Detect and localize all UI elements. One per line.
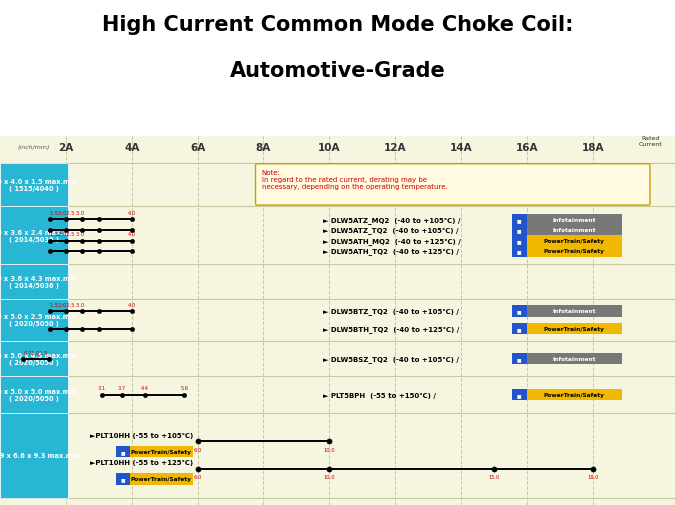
Text: ► DLW5BTZ_TQ2  (-40 to +105℃) /: ► DLW5BTZ_TQ2 (-40 to +105℃) /: [323, 308, 458, 315]
Text: 2A: 2A: [58, 143, 74, 153]
Text: 3.7: 3.7: [117, 385, 126, 390]
Bar: [512, 354, 527, 365]
Text: 14A: 14A: [450, 143, 472, 153]
Text: 3.1: 3.1: [98, 385, 106, 390]
Bar: [512, 246, 527, 257]
Bar: [512, 235, 527, 247]
Text: Rated
Current: Rated Current: [639, 136, 663, 146]
Text: Infotainment: Infotainment: [553, 218, 596, 222]
Text: 5.0 x 3.6 x 4.3 max.mm
( 2014/5036 ): 5.0 x 3.6 x 4.3 max.mm ( 2014/5036 ): [0, 275, 77, 288]
Text: ► DLW5BSZ_TQ2  (-40 to +105℃) /: ► DLW5BSZ_TQ2 (-40 to +105℃) /: [323, 356, 458, 363]
Text: Infotainment: Infotainment: [553, 228, 596, 233]
Text: 12A: 12A: [384, 143, 406, 153]
Text: 12.9 x 6.6 x 9.3 max.mm: 12.9 x 6.6 x 9.3 max.mm: [0, 452, 80, 459]
Text: 18.0: 18.0: [587, 475, 599, 480]
Text: 15.0: 15.0: [488, 475, 500, 480]
Text: 10.0: 10.0: [323, 475, 335, 480]
Text: Automotive-Grade: Automotive-Grade: [230, 61, 446, 81]
Text: PowerTrain/Safety: PowerTrain/Safety: [544, 238, 605, 243]
Bar: [512, 214, 527, 226]
Bar: [0, 377, 68, 413]
Text: 5.6: 5.6: [180, 385, 188, 390]
Bar: [526, 225, 622, 236]
Text: High Current Common Mode Choke Coil:: High Current Common Mode Choke Coil:: [102, 15, 573, 35]
Text: Infotainment: Infotainment: [553, 357, 596, 362]
Bar: [0, 265, 68, 299]
Text: 5.0 x 5.0 x 2.5 max.mm
( 2020/5050 ): 5.0 x 5.0 x 2.5 max.mm ( 2020/5050 ): [0, 314, 77, 327]
Text: ■: ■: [517, 357, 522, 362]
Text: PowerTrain/Safety: PowerTrain/Safety: [544, 249, 605, 254]
Bar: [512, 389, 527, 400]
Bar: [0, 164, 68, 207]
Bar: [116, 473, 130, 485]
Text: ► DLW5ATZ_MQ2  (-40 to +105℃) /: ► DLW5ATZ_MQ2 (-40 to +105℃) /: [323, 217, 460, 223]
Text: ► DLW5ATH_MQ2  (-40 to +125℃) /: ► DLW5ATH_MQ2 (-40 to +125℃) /: [323, 237, 460, 244]
Text: ■: ■: [121, 476, 126, 481]
Text: 4:0: 4:0: [128, 211, 136, 216]
Bar: [526, 214, 622, 226]
Text: 4:0: 4:0: [128, 232, 136, 237]
Text: 1.52;02.5 3.0: 1.52;02.5 3.0: [50, 232, 84, 237]
Text: PowerTrain/Safety: PowerTrain/Safety: [544, 392, 605, 397]
Text: 6A: 6A: [190, 143, 205, 153]
Text: PowerTrain/Safety: PowerTrain/Safety: [131, 449, 192, 454]
Text: Note:
In regard to the rated current, derating may be
necessary, depending on th: Note: In regard to the rated current, de…: [262, 170, 448, 190]
Text: PowerTrain/Safety: PowerTrain/Safety: [131, 476, 192, 481]
Bar: [0, 299, 68, 341]
Text: 4A: 4A: [124, 143, 140, 153]
Text: ■: ■: [517, 218, 522, 222]
Text: ► DLW5ATZ_TQ2  (-40 to +105℃) /: ► DLW5ATZ_TQ2 (-40 to +105℃) /: [323, 227, 458, 234]
Text: 10.0: 10.0: [323, 447, 335, 452]
FancyBboxPatch shape: [256, 164, 650, 206]
Text: 4.4: 4.4: [141, 385, 148, 390]
Text: ► PLT5BPH  (-55 to +150℃) /: ► PLT5BPH (-55 to +150℃) /: [323, 392, 435, 398]
Text: (inch/mm): (inch/mm): [18, 145, 50, 150]
Text: 18A: 18A: [581, 143, 604, 153]
Bar: [512, 225, 527, 236]
Bar: [0, 207, 68, 265]
Text: 1.52;02.5 3.0: 1.52;02.5 3.0: [50, 302, 84, 307]
Text: 8A: 8A: [256, 143, 271, 153]
Text: 4.0 x 4.0 x 1.5 max.mm
( 1515/4040 ): 4.0 x 4.0 x 1.5 max.mm ( 1515/4040 ): [0, 179, 77, 191]
Bar: [0, 413, 68, 497]
Bar: [526, 389, 622, 400]
Text: ■: ■: [517, 392, 522, 397]
Text: 1.52;02.5 3.0: 1.52;02.5 3.0: [50, 211, 84, 216]
Text: ■: ■: [121, 449, 126, 454]
Text: ■: ■: [517, 249, 522, 254]
Text: PowerTrain/Safety: PowerTrain/Safety: [544, 327, 605, 331]
Bar: [526, 246, 622, 257]
Text: ► DLW5BTH_TQ2  (-40 to +125℃) /: ► DLW5BTH_TQ2 (-40 to +125℃) /: [323, 326, 459, 332]
Text: 0.71,01.5: 0.71,01.5: [24, 349, 48, 355]
Bar: [526, 235, 622, 247]
Text: 5.0 x 5.0 x 4.5 max.mm
( 2020/5050 ): 5.0 x 5.0 x 4.5 max.mm ( 2020/5050 ): [0, 352, 77, 366]
Bar: [0, 341, 68, 377]
Bar: [130, 473, 192, 485]
Bar: [512, 323, 527, 335]
Text: 16A: 16A: [516, 143, 538, 153]
Bar: [526, 306, 622, 317]
Text: 4:0: 4:0: [128, 302, 136, 307]
Text: ►PLT10HH (-55 to +125℃): ►PLT10HH (-55 to +125℃): [90, 459, 194, 465]
Text: 6:0: 6:0: [193, 447, 202, 452]
Text: Infotainment: Infotainment: [553, 309, 596, 314]
Bar: [130, 446, 192, 457]
Text: ■: ■: [517, 228, 522, 233]
Text: 5.0 x 5.0 x 5.0 max.mm
( 2020/5050 ): 5.0 x 5.0 x 5.0 max.mm ( 2020/5050 ): [0, 388, 77, 401]
Bar: [116, 446, 130, 457]
Text: 6:0: 6:0: [193, 475, 202, 480]
Text: ■: ■: [517, 238, 522, 243]
Text: ►PLT10HH (-55 to +105℃): ►PLT10HH (-55 to +105℃): [90, 432, 194, 438]
Text: ■: ■: [517, 309, 522, 314]
Text: ► DLW5ATH_TQ2  (-40 to +125℃) /: ► DLW5ATH_TQ2 (-40 to +125℃) /: [323, 248, 458, 255]
Bar: [526, 323, 622, 335]
Text: ■: ■: [517, 327, 522, 331]
Bar: [526, 354, 622, 365]
Text: 10A: 10A: [318, 143, 340, 153]
Bar: [512, 306, 527, 317]
Text: 5.0 x 3.6 x 2.4 max.mm
( 2014/5036 ): 5.0 x 3.6 x 2.4 max.mm ( 2014/5036 ): [0, 229, 77, 242]
